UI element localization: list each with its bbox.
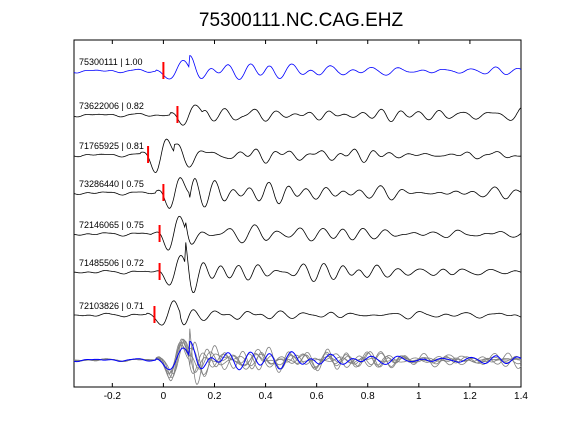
- x-tick-label: 0.2: [208, 391, 222, 402]
- trace-line: [74, 300, 522, 326]
- traces-group: 75300111 | 1.00 73622006 | 0.82 71765925 |…: [73, 55, 522, 326]
- stack-trace: [73, 328, 522, 386]
- x-tick-label: -0.2: [104, 391, 122, 402]
- trace-line: [73, 177, 522, 209]
- trace-line: [73, 104, 522, 126]
- trace-line: [73, 215, 522, 251]
- x-tick-label: 1: [416, 391, 422, 402]
- trace-label: 73286440 | 0.75: [79, 179, 144, 189]
- trace-label: 75300111 | 1.00: [79, 57, 143, 67]
- trace-label: 72146065 | 0.75: [79, 220, 144, 230]
- x-tick-label: 0.8: [361, 391, 375, 402]
- stack-trace: [74, 341, 522, 374]
- x-axis: -0.2 0 0.2 0.4 0.6 0.8 1 1.2 1.4: [104, 40, 528, 402]
- plot-frame: [73, 39, 522, 388]
- trace-label: 71485506 | 0.72: [79, 258, 144, 268]
- x-tick-label: 0.6: [310, 391, 324, 402]
- trace-label: 71765925 | 0.81: [79, 141, 144, 151]
- trace-line: [73, 55, 522, 80]
- chart-title: 75300111.NC.CAG.EHZ: [199, 10, 404, 31]
- trace-line: [73, 242, 522, 293]
- x-tick-label: 1.2: [463, 391, 477, 402]
- x-tick-label: 0.4: [259, 391, 273, 402]
- x-tick-label: 0: [161, 391, 167, 402]
- trace-label: 72103826 | 0.71: [79, 301, 144, 311]
- stack-group: [73, 328, 522, 386]
- trace-label: 73622006 | 0.82: [79, 101, 144, 111]
- stack-reference-trace: [73, 340, 522, 371]
- x-tick-label: 1.4: [514, 391, 528, 402]
